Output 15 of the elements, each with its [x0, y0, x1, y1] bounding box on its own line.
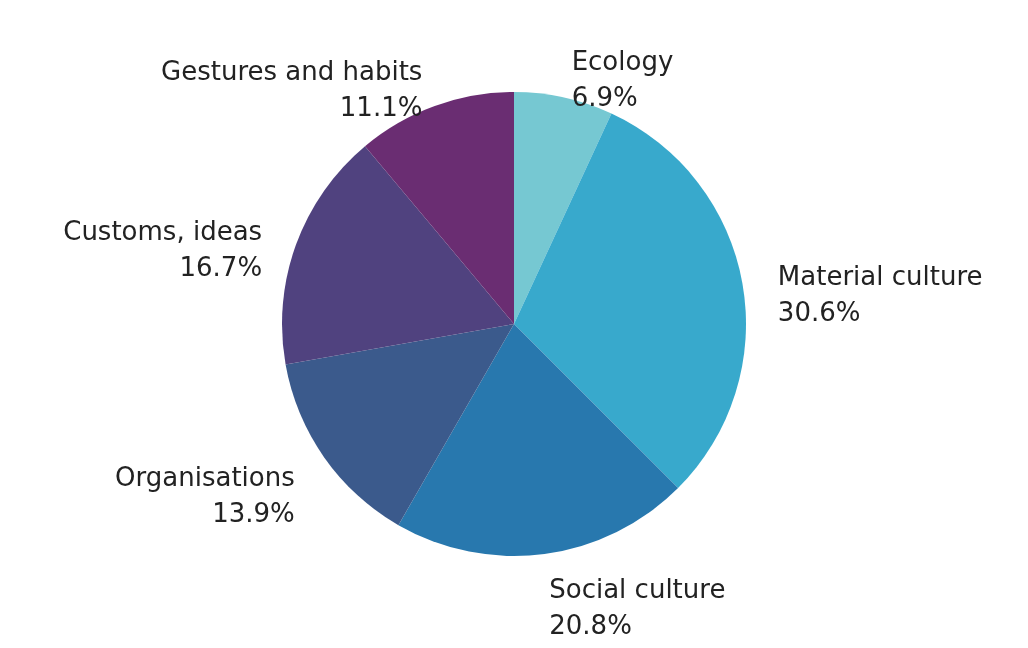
slice-label: Customs, ideas: [63, 216, 263, 247]
pie-slice: [398, 324, 679, 556]
slice-label: Social culture: [549, 573, 726, 604]
data-label: 20.8%: [549, 609, 632, 640]
data-label: 6.9%: [571, 82, 638, 113]
data-label: 11.1%: [339, 92, 423, 123]
slice-label: Ecology: [571, 46, 674, 77]
slice-label: Organisations: [115, 462, 295, 493]
data-label: 30.6%: [777, 297, 861, 328]
pie-slice: [282, 146, 514, 365]
data-label: 16.7%: [179, 252, 263, 283]
data-label: 13.9%: [212, 498, 295, 529]
slice-label: Material culture: [777, 261, 983, 292]
pie-slice: [514, 113, 746, 489]
slice-label: Gestures and habits: [161, 56, 423, 87]
